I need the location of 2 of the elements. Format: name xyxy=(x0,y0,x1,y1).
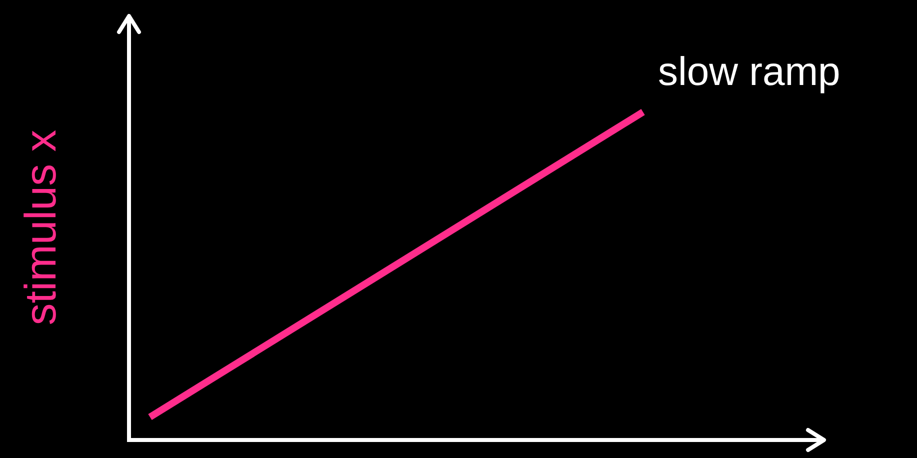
y-axis-title: stimulus x xyxy=(16,130,66,326)
series-label: slow ramp xyxy=(658,50,840,94)
